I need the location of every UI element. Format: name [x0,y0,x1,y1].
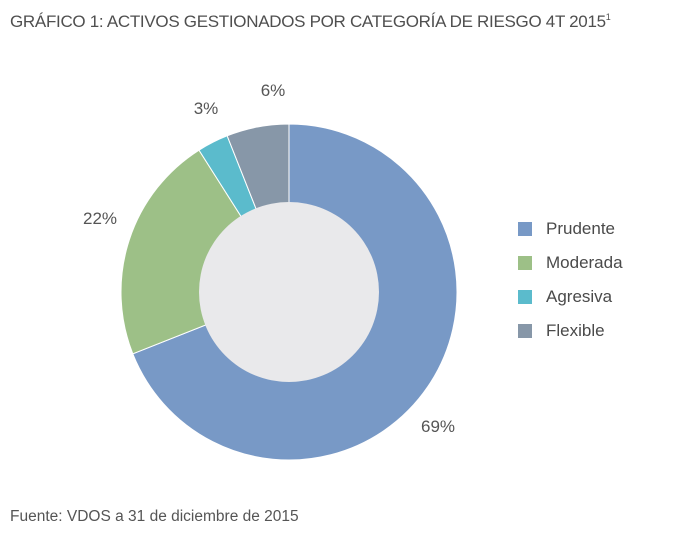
legend-swatch-agresiva [518,290,532,304]
slice-labels: 69% 22% 3% 6% [83,81,455,436]
source-note: Fuente: VDOS a 31 de diciembre de 2015 [10,508,299,525]
slice-label-agresiva: 3% [194,99,219,118]
legend: Prudente Moderada Agresiva Flexible [518,212,623,348]
legend-item-flexible: Flexible [518,314,623,348]
chart-title-footnote: 1 [605,12,611,22]
legend-swatch-prudente [518,222,532,236]
legend-swatch-flexible [518,324,532,338]
legend-swatch-moderada [518,256,532,270]
slice-label-moderada: 22% [83,209,117,228]
legend-item-moderada: Moderada [518,246,623,280]
donut-center [199,202,379,382]
legend-label-moderada: Moderada [546,253,623,272]
slice-label-flexible: 6% [261,81,286,100]
legend-label-flexible: Flexible [546,321,605,340]
slice-label-prudente: 69% [421,417,455,436]
legend-label-agresiva: Agresiva [546,287,613,306]
legend-item-prudente: Prudente [518,212,623,246]
legend-item-agresiva: Agresiva [518,280,623,314]
chart-title: GRÁFICO 1: ACTIVOS GESTIONADOS POR CATEG… [10,12,611,32]
legend-label-prudente: Prudente [546,219,615,238]
chart-title-text: GRÁFICO 1: ACTIVOS GESTIONADOS POR CATEG… [10,12,606,31]
